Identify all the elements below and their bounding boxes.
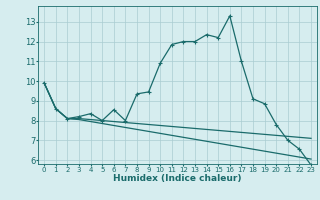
X-axis label: Humidex (Indice chaleur): Humidex (Indice chaleur) <box>113 174 242 183</box>
